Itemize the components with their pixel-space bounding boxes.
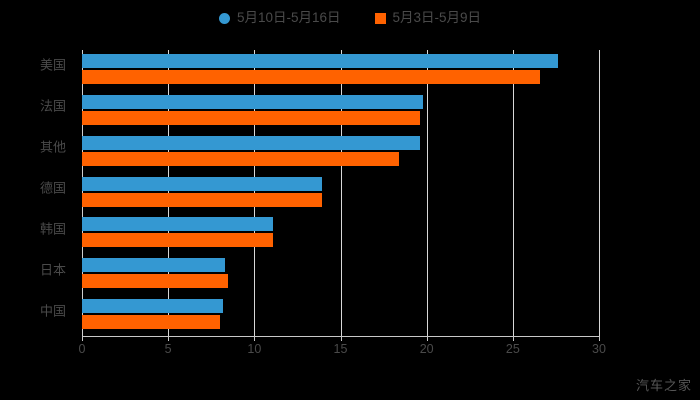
legend-item-series-b[interactable]: 5月3日-5月9日: [374, 10, 482, 26]
bar[interactable]: [82, 274, 229, 289]
bar[interactable]: [82, 233, 274, 248]
bar-group: [82, 295, 599, 336]
bar[interactable]: [82, 70, 541, 84]
bar[interactable]: [82, 94, 424, 109]
x-axis-ticks: 0 5 10 15 20 25 30: [78, 336, 606, 358]
bar-group: [82, 132, 599, 173]
legend-label-series-b: 5月3日-5月9日: [392, 10, 482, 26]
bar[interactable]: [82, 110, 420, 125]
x-tick-mark-10: [254, 336, 256, 341]
y-axis-label-2: 其他: [39, 139, 66, 155]
bar-group: [82, 254, 599, 295]
bar[interactable]: [82, 217, 274, 232]
gridline-25: [512, 50, 514, 336]
bar-group: [82, 50, 599, 91]
bar[interactable]: [82, 258, 226, 273]
chart-legend: 5月10日-5月16日 5月3日-5月9日: [0, 6, 700, 30]
legend-label-series-a: 5月10日-5月16日: [236, 10, 341, 26]
x-tick-label-25: 25: [505, 342, 520, 356]
gridline-20: [426, 50, 428, 336]
x-tick-label-20: 20: [419, 342, 434, 356]
y-axis-label-1: 法国: [39, 98, 66, 114]
bar[interactable]: [82, 135, 420, 150]
bars-layer: [82, 50, 599, 336]
y-axis-label-0: 美国: [39, 57, 66, 73]
legend-swatch-square-icon: [374, 12, 386, 24]
legend-swatch-circle-icon: [218, 12, 230, 24]
x-tick-mark-30: [599, 336, 600, 341]
bar[interactable]: [82, 192, 322, 207]
x-tick-label-5: 5: [164, 342, 172, 356]
x-tick-label-0: 0: [78, 342, 86, 356]
y-axis-label-3: 德国: [39, 180, 66, 196]
y-axis-label-5: 日本: [39, 262, 66, 278]
plot-area: [82, 50, 600, 336]
bar[interactable]: [82, 176, 322, 191]
x-tick-label-15: 15: [333, 342, 348, 356]
y-axis-label-4: 韩国: [39, 221, 66, 237]
bar[interactable]: [82, 299, 224, 314]
y-axis-label-6: 中国: [39, 303, 66, 319]
bar-group: [82, 91, 599, 132]
x-tick-mark-15: [340, 336, 342, 341]
legend-item-series-a[interactable]: 5月10日-5月16日: [218, 10, 341, 26]
bar[interactable]: [82, 315, 220, 330]
x-tick-mark-0: [82, 336, 83, 341]
watermark: 汽车之家: [635, 378, 692, 393]
x-tick-label-30: 30: [592, 342, 606, 356]
x-tick-mark-25: [512, 336, 514, 341]
y-axis-labels: 美国法国其他德国韩国日本中国: [0, 50, 76, 336]
gridline-30: [599, 50, 600, 336]
bar-group: [82, 173, 599, 214]
x-tick-label-10: 10: [247, 342, 262, 356]
x-tick-mark-5: [168, 336, 170, 341]
bar[interactable]: [82, 54, 558, 68]
x-tick-mark-20: [426, 336, 428, 341]
bar-group: [82, 213, 599, 254]
bar[interactable]: [82, 151, 400, 166]
gridline-15: [340, 50, 342, 336]
